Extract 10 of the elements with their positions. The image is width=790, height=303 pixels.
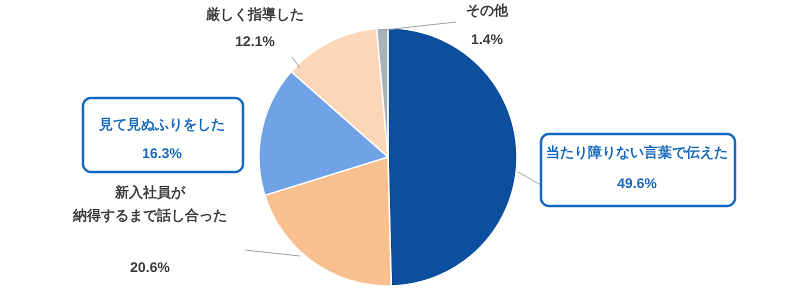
- data-label: 1.4%: [471, 31, 504, 47]
- data-label: 12.1%: [235, 33, 276, 49]
- slice-label: 当たり障りない言葉で伝えた: [546, 144, 728, 160]
- slice-label: 厳しく指導した: [205, 6, 304, 22]
- slice-label: 見て見ぬふりをした: [98, 116, 225, 132]
- slice-label: 新入社員が納得するまで話し合った: [72, 184, 227, 223]
- data-label: 49.6%: [617, 175, 658, 191]
- slice-label: その他: [466, 2, 509, 18]
- data-label: 16.3%: [142, 145, 182, 161]
- data-label: 20.6%: [130, 259, 170, 275]
